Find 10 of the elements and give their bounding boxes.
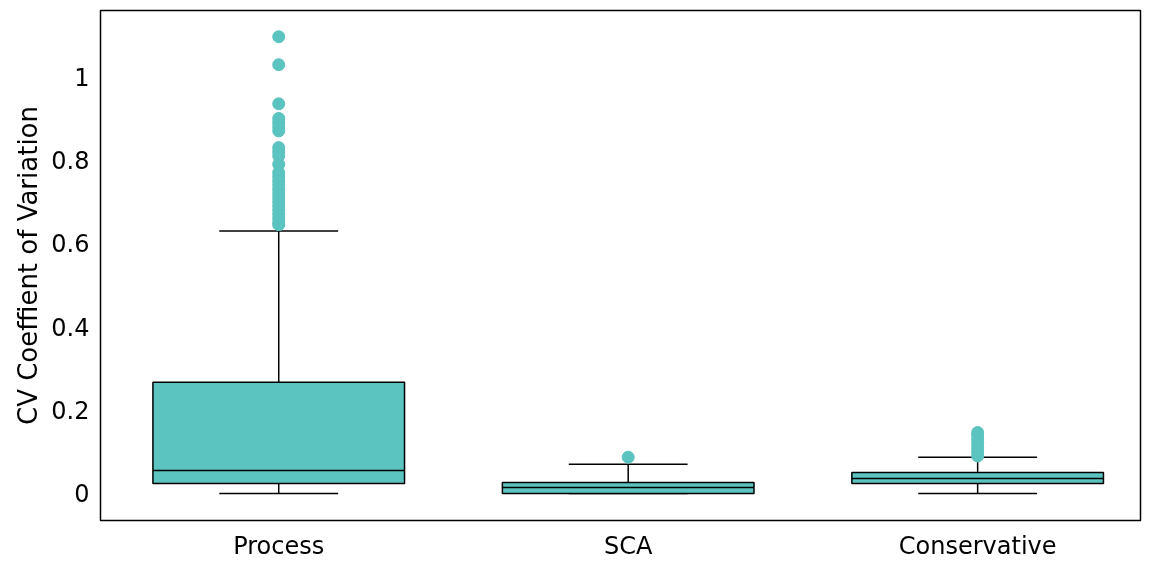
y-tick-label: 0.6 bbox=[51, 230, 90, 259]
x-tick-label: SCA bbox=[603, 531, 653, 560]
y-tick-label: 1 bbox=[74, 63, 90, 92]
y-tick-label: 0.2 bbox=[51, 397, 90, 426]
x-tick-label: Process bbox=[233, 531, 325, 560]
x-tick-label: Conservative bbox=[898, 531, 1057, 560]
y-tick-label: 0.4 bbox=[51, 313, 90, 342]
y-tick-label: 0.8 bbox=[51, 147, 90, 176]
y-tick-label: 0 bbox=[74, 480, 90, 509]
y-axis-title: CV Coeffient of Variation bbox=[13, 105, 44, 425]
